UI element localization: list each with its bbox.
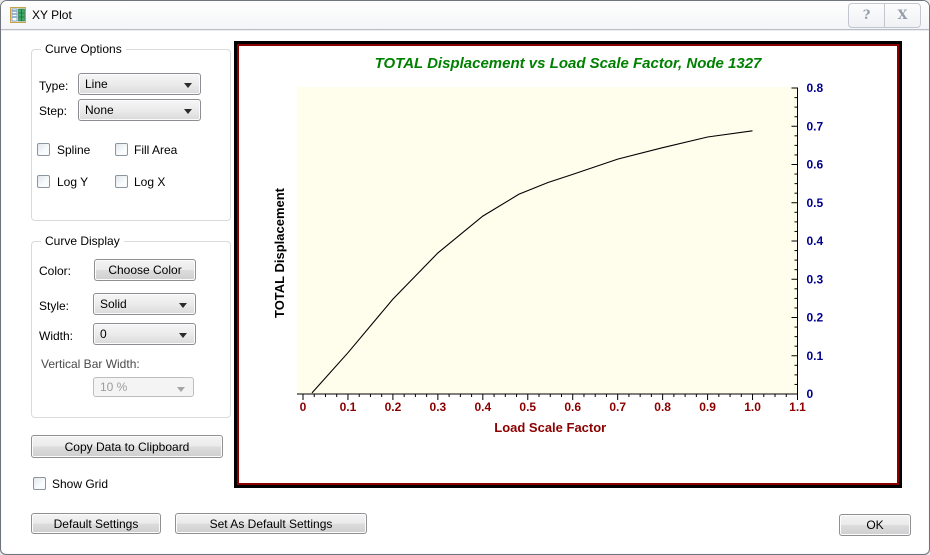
close-icon: X xyxy=(897,8,908,23)
curve-line xyxy=(311,130,753,394)
title-bar[interactable]: XY Plot ? X xyxy=(1,1,929,30)
x-tick-label: 0 xyxy=(300,400,307,414)
y-tick-label: 0.7 xyxy=(807,119,824,133)
set-as-default-settings-button[interactable]: Set As Default Settings xyxy=(175,513,367,534)
chart-title: TOTAL Displacement vs Load Scale Factor,… xyxy=(375,55,762,72)
curve-display-group-label: Curve Display xyxy=(41,234,124,248)
type-label: Type: xyxy=(39,79,69,93)
choose-color-button[interactable]: Choose Color xyxy=(94,259,196,281)
help-button[interactable]: ? xyxy=(848,3,884,28)
vertical-bar-width-value: 10 % xyxy=(100,380,128,394)
y-tick-label: 0.6 xyxy=(807,158,824,172)
x-axis-title: Load Scale Factor xyxy=(494,420,606,435)
spline-checkbox[interactable] xyxy=(37,143,50,156)
style-label: Style: xyxy=(39,299,70,313)
chevron-down-icon xyxy=(179,333,187,338)
plot-area xyxy=(297,87,798,394)
step-select-value: None xyxy=(85,103,114,117)
chevron-down-icon xyxy=(184,83,192,88)
caption-buttons: ? X xyxy=(848,3,921,28)
x-tick-label: 0.5 xyxy=(519,400,536,414)
color-label: Color: xyxy=(39,264,72,278)
x-tick-label: 1.1 xyxy=(789,400,806,414)
fill-area-label: Fill Area xyxy=(134,143,178,157)
show-grid-label: Show Grid xyxy=(52,477,109,491)
x-tick-label: 0.7 xyxy=(609,400,626,414)
x-tick-label: 0.8 xyxy=(654,400,671,414)
default-settings-button-label: Default Settings xyxy=(53,516,139,531)
help-icon: ? xyxy=(862,8,871,23)
type-select[interactable]: Line xyxy=(78,73,201,95)
y-tick-label: 0.4 xyxy=(807,234,824,248)
ok-button-label: OK xyxy=(866,518,884,532)
style-select-value: Solid xyxy=(100,297,127,311)
x-tick-label: 0.9 xyxy=(699,400,716,414)
step-label: Step: xyxy=(39,104,68,118)
width-label: Width: xyxy=(39,329,74,343)
spline-label: Spline xyxy=(57,143,91,157)
style-select[interactable]: Solid xyxy=(93,293,196,315)
vertical-bar-width-label: Vertical Bar Width: xyxy=(41,357,140,371)
width-select-value: 0 xyxy=(100,327,107,341)
show-grid-checkbox[interactable] xyxy=(33,477,46,490)
fill-area-checkbox[interactable] xyxy=(115,143,128,156)
x-tick-label: 1.0 xyxy=(744,400,761,414)
xy-plot-canvas: TOTAL Displacement vs Load Scale Factor,… xyxy=(272,55,824,435)
copy-data-button[interactable]: Copy Data to Clipboard xyxy=(31,435,223,458)
y-tick-label: 0.8 xyxy=(807,81,824,95)
chevron-down-icon xyxy=(179,303,187,308)
y-tick-label: 0 xyxy=(807,387,814,401)
default-settings-button[interactable]: Default Settings xyxy=(31,513,161,534)
curve-display-group: Curve Display xyxy=(31,234,231,418)
choose-color-button-label: Choose Color xyxy=(108,263,182,277)
vertical-bar-width-select: 10 % xyxy=(93,377,194,397)
copy-data-button-label: Copy Data to Clipboard xyxy=(64,439,190,454)
plot-inner-frame: TOTAL Displacement vs Load Scale Factor,… xyxy=(237,44,899,485)
x-tick-label: 0.1 xyxy=(340,400,357,414)
x-tick-label: 0.2 xyxy=(385,400,402,414)
y-tick-label: 0.5 xyxy=(807,196,824,210)
window-title: XY Plot xyxy=(32,8,72,22)
log-y-label: Log Y xyxy=(57,175,89,189)
y-axis-title: TOTAL Displacement xyxy=(272,187,287,318)
log-y-checkbox[interactable] xyxy=(37,175,50,188)
step-select[interactable]: None xyxy=(78,99,201,121)
set-as-default-settings-button-label: Set As Default Settings xyxy=(209,516,333,531)
y-tick-label: 0.1 xyxy=(807,349,824,363)
curve-options-group: Curve Options xyxy=(31,42,231,221)
close-button[interactable]: X xyxy=(884,3,921,28)
plot-frame: TOTAL Displacement vs Load Scale Factor,… xyxy=(234,41,902,488)
width-select[interactable]: 0 xyxy=(93,323,196,345)
x-tick-label: 0.4 xyxy=(474,400,491,414)
x-tick-label: 0.6 xyxy=(564,400,581,414)
log-x-label: Log X xyxy=(134,175,166,189)
log-x-checkbox[interactable] xyxy=(115,175,128,188)
xy-plot-app-icon xyxy=(10,7,26,23)
chevron-down-icon xyxy=(177,387,185,392)
y-tick-label: 0.2 xyxy=(807,311,824,325)
ok-button[interactable]: OK xyxy=(839,514,911,536)
chevron-down-icon xyxy=(184,109,192,114)
y-tick-label: 0.3 xyxy=(807,272,824,286)
x-tick-label: 0.3 xyxy=(430,400,447,414)
type-select-value: Line xyxy=(85,77,108,91)
curve-options-group-label: Curve Options xyxy=(41,42,126,56)
